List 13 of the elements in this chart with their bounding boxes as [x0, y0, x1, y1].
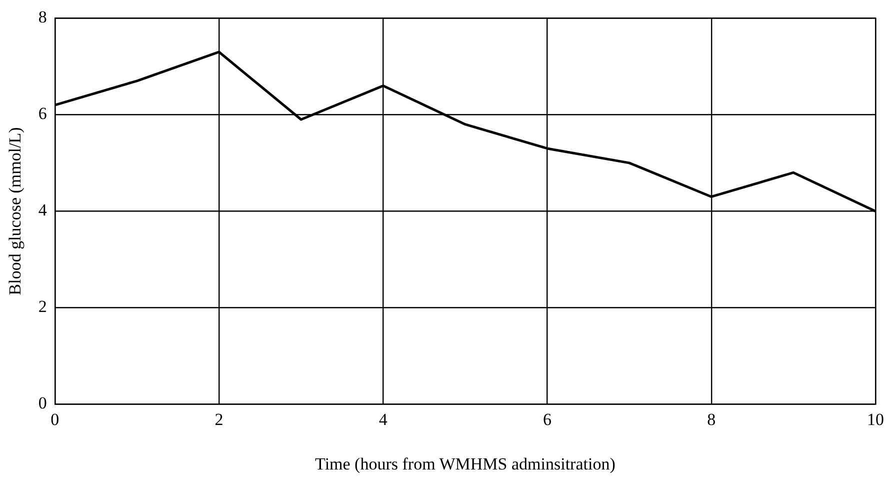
x-tick-label: 6	[543, 410, 552, 429]
x-tick-label: 2	[214, 410, 224, 429]
y-tick-label: 8	[38, 8, 47, 27]
x-tick-label: 0	[50, 410, 60, 429]
x-tick-label: 4	[378, 410, 388, 429]
y-tick-label: 0	[38, 394, 47, 413]
y-tick-label: 4	[38, 200, 48, 220]
y-tick-label: 6	[38, 104, 47, 124]
x-axis-title: Time (hours from WMHMS adminsitration)	[315, 454, 616, 474]
x-tick-label: 8	[707, 410, 716, 429]
y-axis-title: Blood glucose (mmol/L)	[6, 127, 25, 296]
x-tick-label: 10	[867, 410, 884, 429]
y-tick-label: 2	[38, 297, 47, 316]
